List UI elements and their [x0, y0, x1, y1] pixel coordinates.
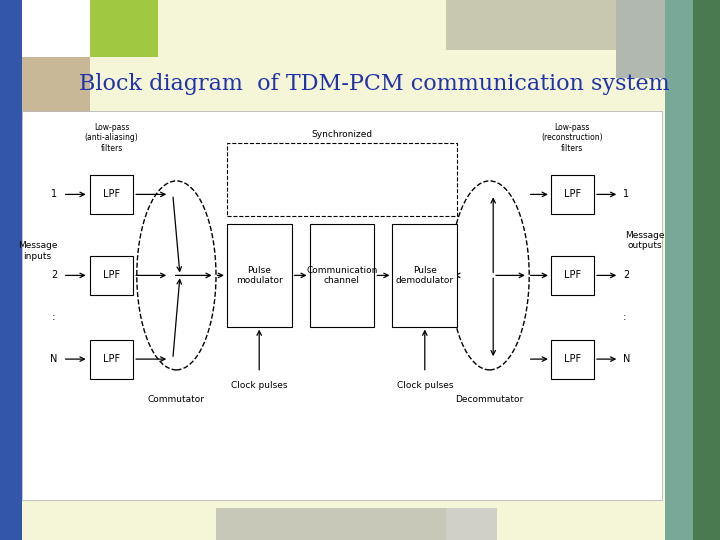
Text: LPF: LPF	[564, 271, 581, 280]
Bar	[551, 256, 594, 295]
Bar	[22, 0, 90, 57]
Bar	[616, 0, 665, 78]
Text: Low-pass
(anti-aliasing)
filters: Low-pass (anti-aliasing) filters	[85, 123, 138, 153]
Text: Pulse
demodulator: Pulse demodulator	[396, 266, 454, 285]
Bar	[693, 0, 720, 540]
Bar	[551, 340, 594, 379]
Bar	[22, 57, 90, 119]
Text: Message
inputs: Message inputs	[18, 241, 57, 261]
Text: Clock pulses: Clock pulses	[231, 381, 287, 390]
Text: :: :	[623, 312, 626, 322]
Text: Low-pass
(reconstruction)
filters: Low-pass (reconstruction) filters	[541, 123, 603, 153]
Bar	[665, 0, 693, 540]
Text: Communication
channel: Communication channel	[306, 266, 378, 285]
Text: 1: 1	[51, 190, 57, 199]
Bar	[551, 175, 594, 214]
Text: N: N	[50, 354, 58, 364]
Bar	[392, 224, 457, 327]
Bar	[22, 111, 662, 500]
Text: N: N	[623, 354, 630, 364]
Bar	[310, 224, 374, 327]
Bar	[227, 224, 292, 327]
Text: LPF: LPF	[103, 354, 120, 364]
Text: LPF: LPF	[103, 190, 120, 199]
Text: 2: 2	[51, 271, 57, 280]
Bar	[90, 340, 133, 379]
Bar	[227, 143, 457, 216]
Text: Commutator: Commutator	[148, 395, 205, 404]
Text: Clock pulses: Clock pulses	[397, 381, 453, 390]
Text: LPF: LPF	[564, 190, 581, 199]
Bar	[446, 0, 616, 50]
Text: LPF: LPF	[103, 271, 120, 280]
Text: LPF: LPF	[564, 354, 581, 364]
Bar	[90, 0, 158, 57]
Text: 1: 1	[623, 190, 629, 199]
Bar	[90, 175, 133, 214]
Text: Decommutator: Decommutator	[456, 395, 523, 404]
Text: Block diagram  of TDM-PCM communication system: Block diagram of TDM-PCM communication s…	[79, 73, 670, 94]
Text: Pulse
modulator: Pulse modulator	[236, 266, 282, 285]
Bar	[0, 0, 22, 540]
Bar	[446, 508, 497, 540]
Bar	[216, 508, 446, 540]
Text: :: :	[52, 312, 56, 322]
Text: 2: 2	[623, 271, 629, 280]
Bar	[90, 256, 133, 295]
Text: Synchronized: Synchronized	[312, 130, 372, 139]
Text: Message
outputs: Message outputs	[625, 231, 664, 250]
